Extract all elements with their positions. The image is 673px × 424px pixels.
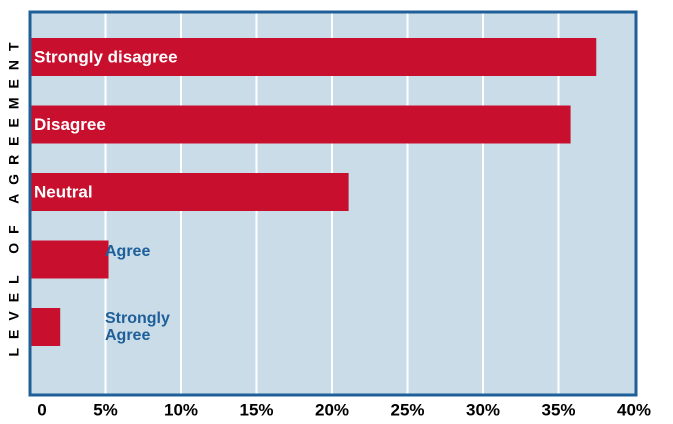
x-tick-label: 15%	[239, 400, 273, 419]
plot-frame	[28, 10, 638, 397]
bar	[30, 308, 61, 346]
x-tick-label: 25%	[390, 400, 424, 419]
x-tick-label: 40%	[617, 400, 651, 419]
bar-label: Strongly disagree	[34, 47, 178, 66]
x-tick-label: 30%	[466, 400, 500, 419]
bar-label: Agree	[105, 242, 151, 260]
bar-label: Strongly Agree	[105, 310, 170, 344]
bar	[30, 173, 349, 211]
bar	[30, 38, 597, 76]
x-tick-label: 10%	[164, 400, 198, 419]
x-tick-label: 5%	[93, 400, 118, 419]
x-tick-label: 20%	[315, 400, 349, 419]
bar-label: Disagree	[34, 115, 106, 134]
y-axis-label: LEVEL OF AGREEMENT	[6, 33, 22, 356]
bar	[30, 105, 571, 144]
x-tick-label: 35%	[541, 400, 575, 419]
bar	[30, 240, 109, 279]
bar-label: Neutral	[34, 182, 93, 201]
x-tick-label: 0	[37, 400, 46, 419]
